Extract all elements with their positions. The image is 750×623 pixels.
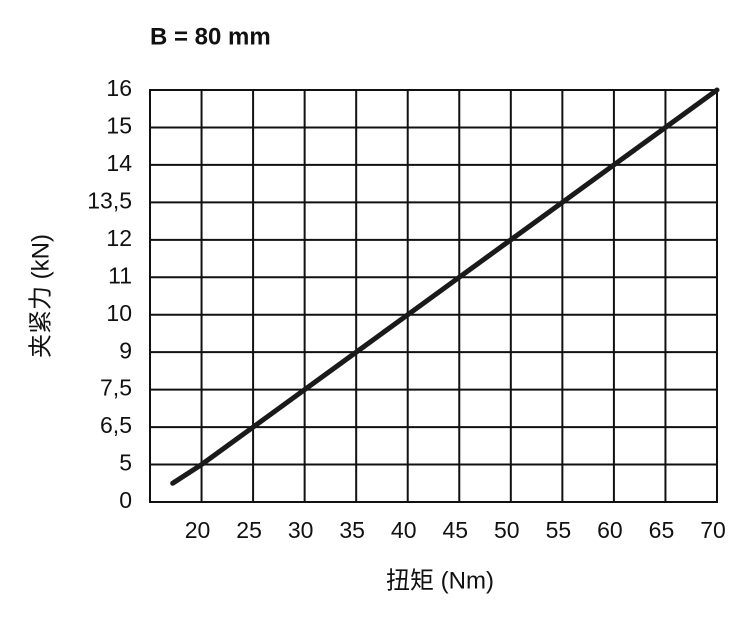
x-tick-label: 30 — [288, 517, 314, 543]
x-tick-label: 70 — [700, 517, 726, 543]
y-tick-label: 10 — [106, 300, 132, 326]
x-tick-label: 55 — [546, 517, 572, 543]
x-tick-label: 50 — [494, 517, 520, 543]
y-tick-label: 6,5 — [100, 412, 132, 438]
x-axis-label: 扭矩 (Nm) — [386, 567, 494, 594]
y-tick-label: 0 — [119, 487, 132, 513]
y-axis-label: 夹紧力 (kN) — [27, 234, 54, 358]
y-tick-label: 9 — [119, 337, 132, 363]
x-tick-label: 60 — [597, 517, 623, 543]
x-tick-label: 25 — [236, 517, 262, 543]
y-tick-label: 14 — [106, 150, 132, 176]
chart-title: B = 80 mm — [150, 23, 271, 50]
x-tick-label: 45 — [442, 517, 468, 543]
y-tick-label: 11 — [108, 262, 132, 288]
y-tick-label: 12 — [106, 225, 132, 251]
y-tick-label: 5 — [119, 450, 132, 476]
y-tick-label: 13,5 — [87, 187, 132, 213]
data-line — [170, 87, 720, 486]
y-tick-label: 7,5 — [100, 375, 132, 401]
x-tick-label: 20 — [185, 517, 211, 543]
x-tick-label: 40 — [391, 517, 417, 543]
x-tick-label: 65 — [649, 517, 675, 543]
y-tick-label: 16 — [106, 75, 132, 101]
y-tick-label: 15 — [106, 113, 132, 139]
x-tick-label: 35 — [339, 517, 365, 543]
